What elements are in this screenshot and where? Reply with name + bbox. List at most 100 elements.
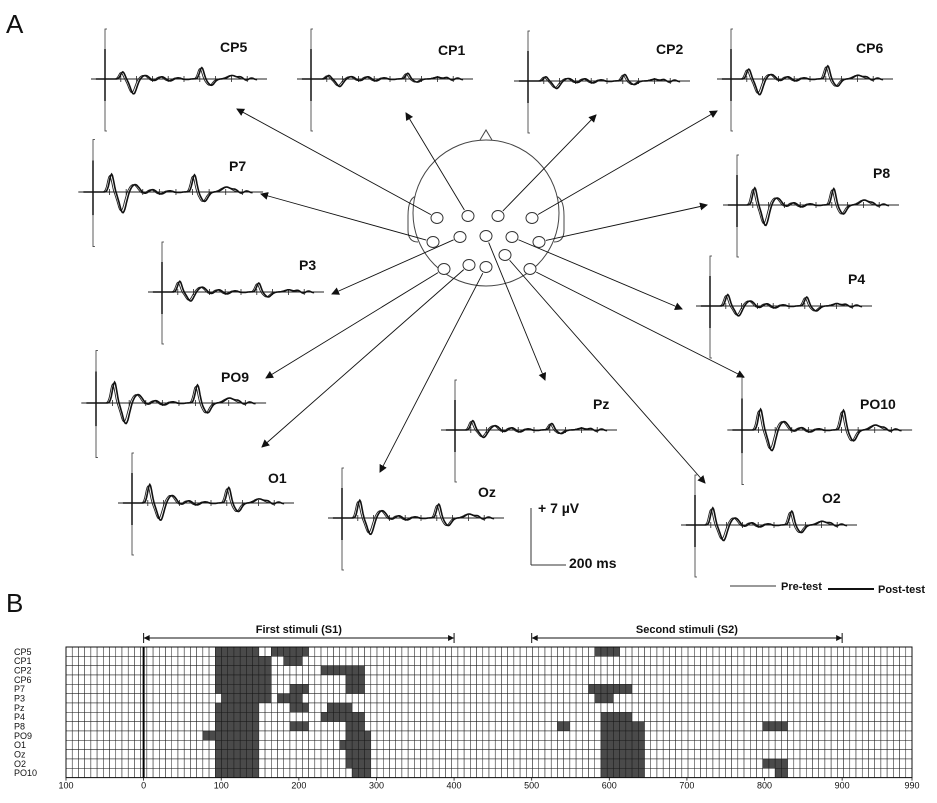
heatmap-grid bbox=[65, 646, 913, 779]
significant-cell bbox=[619, 721, 627, 732]
cell bbox=[109, 712, 117, 722]
cell bbox=[787, 712, 795, 722]
cell bbox=[159, 758, 166, 769]
cell bbox=[457, 768, 465, 778]
cell bbox=[494, 740, 502, 750]
erp-o1: O1 bbox=[118, 452, 294, 556]
cell bbox=[494, 702, 502, 713]
cell bbox=[308, 768, 316, 778]
cell bbox=[625, 656, 633, 666]
cell bbox=[314, 656, 322, 666]
cell bbox=[899, 702, 907, 713]
significant-cell bbox=[227, 702, 235, 713]
significant-cell bbox=[221, 758, 228, 769]
cell bbox=[532, 665, 540, 676]
cell bbox=[737, 712, 745, 722]
cell bbox=[308, 721, 316, 732]
cell bbox=[271, 665, 278, 676]
panel-a-label: A bbox=[6, 9, 24, 39]
electrode-site-o2 bbox=[498, 249, 512, 261]
cell bbox=[482, 646, 490, 657]
cell bbox=[538, 684, 546, 694]
cell bbox=[806, 646, 813, 657]
cell bbox=[308, 702, 316, 713]
cell bbox=[575, 656, 583, 666]
significant-cell bbox=[600, 646, 608, 657]
cell bbox=[905, 712, 913, 722]
cell bbox=[134, 702, 141, 713]
significant-cell bbox=[215, 684, 222, 694]
cell bbox=[793, 674, 801, 685]
significant-cell bbox=[302, 702, 309, 713]
significant-cell bbox=[333, 665, 340, 676]
cell bbox=[395, 749, 403, 760]
cell bbox=[519, 749, 527, 760]
erp-pz: Pz bbox=[441, 379, 617, 483]
cell bbox=[694, 702, 701, 713]
cell bbox=[513, 656, 521, 666]
cell bbox=[476, 665, 484, 676]
cell bbox=[774, 712, 782, 722]
cell bbox=[849, 693, 857, 704]
cell bbox=[799, 758, 807, 769]
cell bbox=[656, 646, 664, 657]
significant-cell bbox=[252, 656, 260, 666]
cell bbox=[687, 646, 695, 657]
cell bbox=[886, 749, 894, 760]
cell bbox=[414, 693, 421, 704]
cell bbox=[694, 684, 701, 694]
electrode-label-p4: P4 bbox=[848, 271, 865, 287]
cell bbox=[631, 674, 639, 685]
cell bbox=[824, 721, 832, 732]
erp-bracket bbox=[709, 255, 712, 359]
heatmap-row-p7 bbox=[65, 684, 913, 694]
significant-cell bbox=[327, 702, 334, 713]
cell bbox=[177, 684, 185, 694]
cell bbox=[538, 656, 546, 666]
arrow-cp5 bbox=[236, 108, 432, 216]
cell bbox=[159, 712, 166, 722]
significant-cell bbox=[227, 740, 235, 750]
cell bbox=[208, 693, 216, 704]
cell bbox=[376, 656, 384, 666]
head-diagram bbox=[407, 129, 565, 287]
significant-cell bbox=[239, 758, 247, 769]
cell bbox=[849, 656, 857, 666]
significant-cell bbox=[600, 768, 608, 778]
cell bbox=[470, 646, 477, 657]
arrow-cp1 bbox=[405, 112, 465, 211]
cell bbox=[532, 730, 540, 741]
cell bbox=[90, 730, 98, 741]
cell bbox=[824, 712, 832, 722]
cell bbox=[165, 656, 172, 666]
cell bbox=[432, 674, 440, 685]
cell bbox=[861, 656, 869, 666]
cell bbox=[159, 768, 166, 778]
significant-cell bbox=[252, 749, 260, 760]
cell bbox=[750, 730, 757, 741]
cell bbox=[513, 693, 521, 704]
cell bbox=[575, 684, 583, 694]
cell bbox=[134, 665, 141, 676]
cell bbox=[824, 740, 832, 750]
erp-bracket bbox=[341, 467, 344, 571]
cell bbox=[638, 702, 645, 713]
significant-cell bbox=[638, 749, 645, 760]
cell bbox=[737, 656, 745, 666]
cell bbox=[345, 656, 353, 666]
cell bbox=[513, 684, 521, 694]
cell bbox=[302, 749, 309, 760]
cell bbox=[258, 646, 266, 657]
erp-pre-test-line bbox=[120, 485, 283, 519]
cell bbox=[644, 758, 651, 769]
cell bbox=[146, 712, 154, 722]
cell bbox=[84, 665, 92, 676]
cell bbox=[146, 646, 154, 657]
cell bbox=[376, 721, 384, 732]
cell bbox=[171, 665, 179, 676]
cell bbox=[426, 758, 434, 769]
significant-cell bbox=[295, 693, 303, 704]
cell bbox=[762, 740, 770, 750]
cell bbox=[824, 758, 832, 769]
cell bbox=[774, 730, 782, 741]
